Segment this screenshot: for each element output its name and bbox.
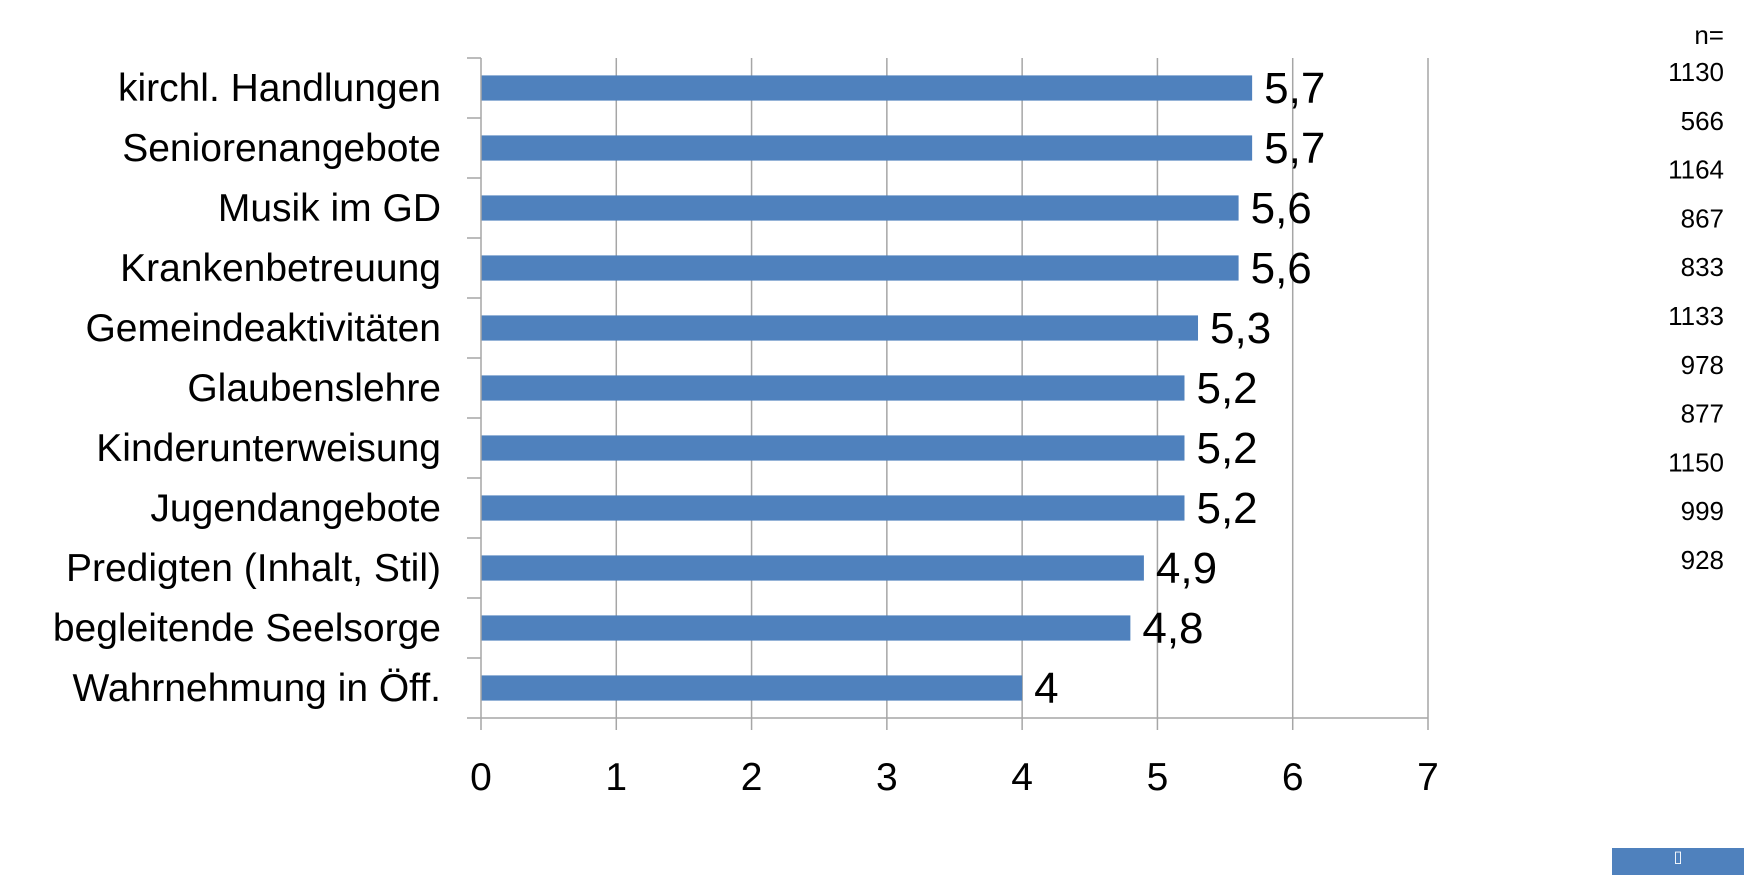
bar [481,675,1023,701]
data-label: 4 [1034,664,1058,713]
n-value: 566 [1681,106,1724,136]
n-value: 1164 [1668,155,1724,185]
data-label: 5,6 [1251,184,1312,233]
x-tick-label-6: 6 [1282,756,1304,799]
bar [481,435,1185,461]
x-tick-label-2: 2 [741,756,763,799]
n-value: 999 [1681,496,1724,526]
data-label: 5,2 [1196,424,1257,473]
category-label: Jugendangebote [150,487,441,530]
data-label: 4,9 [1156,544,1217,593]
n-value: 877 [1681,399,1724,429]
category-label: Glaubenslehre [187,367,441,410]
category-label: Musik im GD [218,187,441,230]
data-labels: 5,7 5,7 5,6 5,6 5,3 5,2 5,2 5,2 4,9 4,8 4 [1034,64,1325,713]
category-label: Gemeindeaktivitäten [85,307,441,350]
data-label: 5,7 [1264,64,1325,113]
category-label: Kinderunterweisung [96,427,441,470]
page-corner-icon: ▯ [1612,848,1744,875]
n-column: n= 1130 566 1164 867 833 1133 978 877 1150 999 928 [1668,20,1724,575]
n-value: 928 [1681,545,1724,575]
bar [481,375,1185,401]
x-tick-label-7: 7 [1417,756,1439,799]
data-label: 5,2 [1196,364,1257,413]
n-value: 978 [1681,350,1724,380]
bar [481,615,1131,641]
data-label: 5,3 [1210,304,1271,353]
n-value: 1150 [1668,447,1724,477]
data-label: 4,8 [1142,604,1203,653]
bar [481,555,1144,581]
category-label: Krankenbetreuung [120,247,441,290]
category-label: begleitende Seelsorge [53,607,441,650]
bar [481,495,1185,521]
data-label: 5,2 [1196,484,1257,533]
bar [481,135,1253,161]
bar [481,75,1253,101]
category-label: Wahrnehmung in Öff. [72,667,441,710]
axes [467,57,1429,730]
x-tick-label-5: 5 [1147,756,1169,799]
bar [481,255,1239,281]
x-tick-label-0: 0 [470,756,492,799]
n-header: n= [1694,20,1724,50]
bars [481,75,1253,701]
n-value: 1133 [1668,301,1724,331]
data-label: 5,6 [1251,244,1312,293]
n-value: 833 [1681,252,1724,282]
category-label: Predigten (Inhalt, Stil) [66,547,441,590]
x-tick-label-1: 1 [605,756,627,799]
category-labels: kirchl. Handlungen Seniorenangebote Musik … [53,67,441,710]
data-label: 5,7 [1264,124,1325,173]
n-value: 867 [1681,203,1724,233]
x-tick-label-3: 3 [876,756,898,799]
category-label: kirchl. Handlungen [118,67,441,110]
x-tick-label-4: 4 [1011,756,1033,799]
n-value: 1130 [1668,57,1724,87]
corner-glyph: ▯ [1673,849,1683,866]
bar [481,315,1199,341]
x-tick-labels: 0 1 2 3 4 5 6 7 [470,756,1439,799]
category-label: Seniorenangebote [122,127,441,170]
bar [481,195,1239,221]
